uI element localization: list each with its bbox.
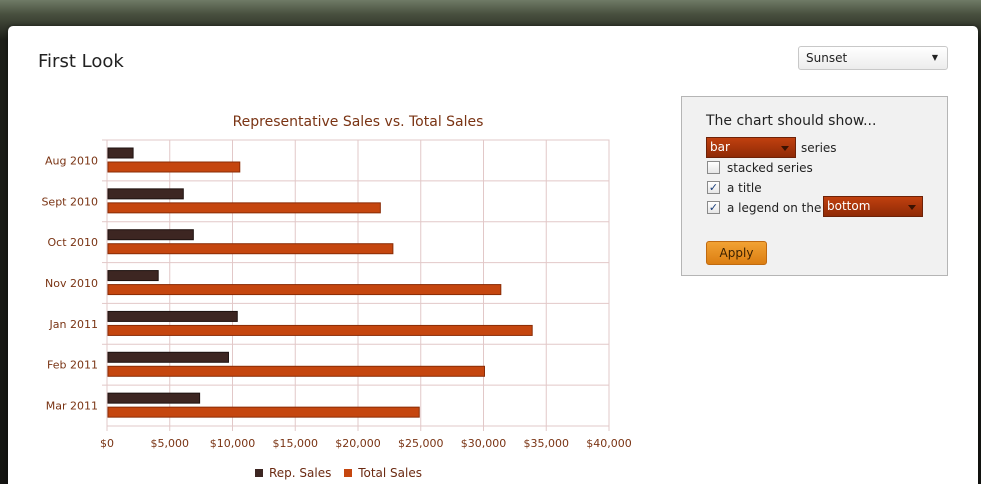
x-tick-label: $10,000 [210,437,256,450]
bar-total-sales [107,324,533,336]
bar-rep-sales [107,270,159,282]
apply-button[interactable]: Apply [706,241,767,265]
bar-rep-sales [107,351,229,363]
x-tick-label: $40,000 [586,437,632,450]
bar-total-sales [107,161,241,173]
legend-swatch [344,469,353,477]
series-suffix-label: series [801,141,837,155]
series-type-dropdown[interactable]: bar [706,137,796,158]
legend-label-total-sales: Total Sales [358,466,422,480]
legend-position-dropdown[interactable]: bottom [823,196,923,217]
options-heading: The chart should show... [706,113,877,129]
legend-label: a legend on the [727,201,822,215]
x-tick-label: $15,000 [273,437,319,450]
chevron-down-icon: ▼ [931,53,938,62]
category-label: Jan 2011 [49,318,98,331]
bar-chart-svg: Representative Sales vs. Total Sales $0 $5… [41,114,632,450]
category-label: Sept 2010 [41,195,98,208]
dropdown-arrow-icon [908,205,916,210]
stacked-series-label: stacked series [727,161,813,175]
category-label: Oct 2010 [47,236,98,249]
bar-rep-sales [107,147,134,159]
title-checkbox[interactable]: ✓ [707,181,720,194]
bar-rep-sales [107,188,184,200]
category-label: Aug 2010 [45,154,98,167]
theme-select[interactable]: Sunset ▼ [798,46,948,70]
category-label: Feb 2011 [47,359,98,372]
theme-select-value: Sunset [806,51,848,65]
chart-options-box: The chart should show... bar series stac… [681,96,948,276]
series-type-value: bar [710,140,730,154]
legend-label-rep-sales: Rep. Sales [269,466,332,480]
legend-item-total-sales: Total Sales [344,466,422,480]
legend-swatch [255,469,263,477]
bar-total-sales [107,365,485,377]
bar-total-sales [107,243,394,255]
bar-total-sales [107,202,381,214]
x-tick-label: $25,000 [398,437,444,450]
x-tick-label: $5,000 [151,437,190,450]
bar-rep-sales [107,392,201,404]
category-label: Mar 2011 [46,400,98,413]
x-tick-label: $30,000 [461,437,507,450]
title-label: a title [727,181,762,195]
bar-total-sales [107,406,420,418]
legend-item-rep-sales: Rep. Sales [255,466,331,480]
stacked-series-checkbox[interactable] [707,161,720,174]
legend-position-value: bottom [827,199,871,213]
x-tick-label: $0 [100,437,114,450]
chart-title: Representative Sales vs. Total Sales [233,114,484,130]
dropdown-arrow-icon [781,146,789,151]
bar-rep-sales [107,310,238,322]
page-title: First Look [38,51,124,72]
chart-legend: Rep. Sales Total Sales [255,466,431,480]
legend-checkbox[interactable]: ✓ [707,201,720,214]
category-label: Nov 2010 [45,277,98,290]
main-panel: First Look Sunset ▼ The chart should sho… [8,26,978,484]
bar-rep-sales [107,229,194,241]
x-tick-label: $35,000 [524,437,570,450]
x-tick-label: $20,000 [335,437,381,450]
bar-total-sales [107,284,502,296]
